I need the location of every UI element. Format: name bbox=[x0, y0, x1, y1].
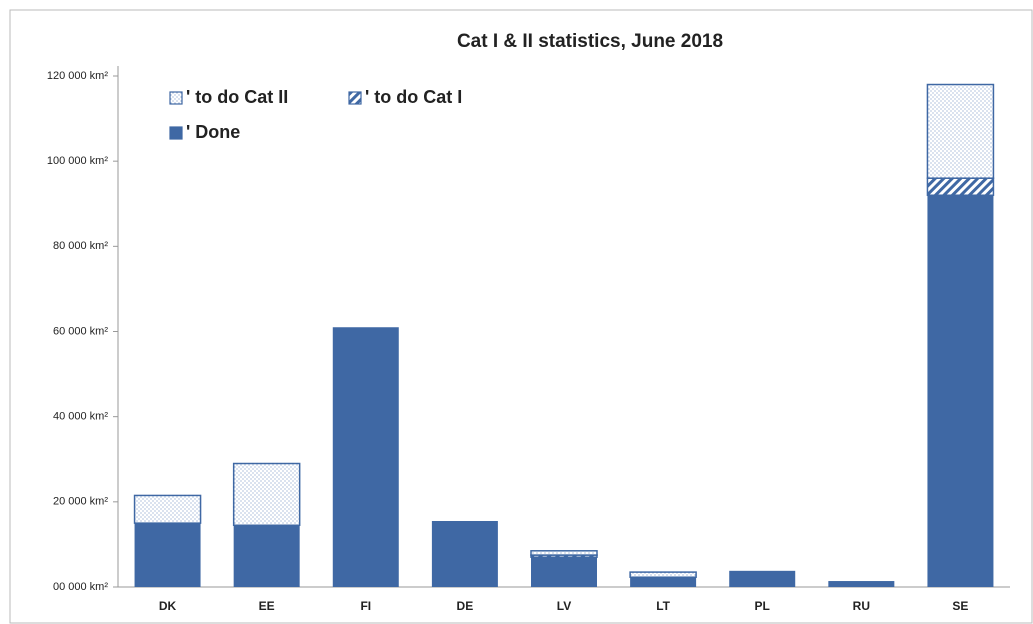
bar-segment bbox=[530, 550, 598, 556]
bar-segment bbox=[431, 520, 498, 587]
y-tick-label: 100 000 km² bbox=[47, 155, 108, 167]
bar-segment bbox=[133, 494, 202, 524]
x-tick-label: EE bbox=[259, 599, 275, 613]
bar-segment bbox=[828, 581, 895, 587]
x-tick-label: PL bbox=[755, 599, 770, 613]
bar-segment bbox=[134, 523, 201, 587]
y-tick-label: 00 000 km² bbox=[53, 581, 108, 593]
bar-segment bbox=[927, 195, 994, 587]
bar-segment bbox=[630, 577, 697, 587]
x-tick-label: DK bbox=[159, 599, 177, 613]
legend-label: ' to do Cat I bbox=[365, 87, 462, 107]
y-tick-label: 120 000 km² bbox=[47, 70, 108, 82]
legend-swatch bbox=[348, 91, 362, 105]
chart-frame bbox=[9, 9, 1033, 624]
x-tick-label: FI bbox=[360, 599, 371, 613]
y-tick-label: 20 000 km² bbox=[53, 496, 108, 508]
legend-label: ' Done bbox=[186, 122, 240, 142]
y-tick-label: 60 000 km² bbox=[53, 325, 108, 337]
x-tick-label: SE bbox=[952, 599, 968, 613]
bar-segment bbox=[629, 571, 697, 578]
legend-label: ' to do Cat II bbox=[186, 87, 288, 107]
bar-segment bbox=[531, 557, 597, 587]
bar-segment bbox=[926, 83, 995, 179]
bar-segment bbox=[232, 462, 301, 527]
bar-segment bbox=[233, 525, 300, 587]
x-tick-label: LT bbox=[656, 599, 670, 613]
chart-title: Cat I & II statistics, June 2018 bbox=[457, 31, 723, 52]
bar-segment bbox=[729, 570, 796, 587]
x-tick-label: RU bbox=[853, 599, 870, 613]
bar-segment bbox=[332, 327, 399, 587]
bar-segment bbox=[926, 177, 995, 196]
y-tick-label: 80 000 km² bbox=[53, 240, 108, 252]
legend-swatch bbox=[169, 126, 183, 140]
legend-swatch bbox=[169, 91, 183, 105]
y-tick-label: 40 000 km² bbox=[53, 411, 108, 423]
x-tick-label: DE bbox=[457, 599, 474, 613]
x-tick-label: LV bbox=[557, 599, 571, 613]
